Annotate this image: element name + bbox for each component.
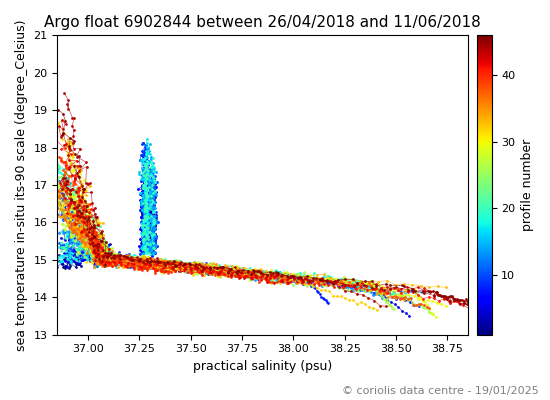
Y-axis label: sea temperature in-situ its-90 scale (degree_Celsius): sea temperature in-situ its-90 scale (de… [15, 19, 28, 351]
Y-axis label: profile number: profile number [521, 139, 534, 231]
Text: © coriolis data centre - 19/01/2025: © coriolis data centre - 19/01/2025 [342, 386, 539, 396]
Title: Argo float 6902844 between 26/04/2018 and 11/06/2018: Argo float 6902844 between 26/04/2018 an… [44, 15, 481, 30]
X-axis label: practical salinity (psu): practical salinity (psu) [193, 360, 332, 373]
